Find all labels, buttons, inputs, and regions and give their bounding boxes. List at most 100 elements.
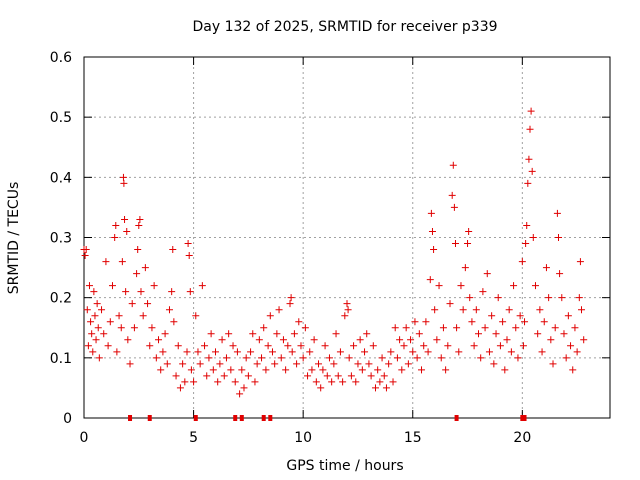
data-point [382,384,390,392]
data-point [236,390,244,398]
gap-marker [239,415,244,421]
data-point [186,288,194,296]
data-point [475,330,482,338]
data-point [295,318,303,326]
gap-marker [147,415,152,421]
data-point [227,366,235,374]
data-point [279,336,287,344]
data-point [571,324,579,332]
data-point [448,191,456,199]
data-point [468,318,476,326]
data-point [428,227,436,235]
data-point [251,378,259,386]
data-point [485,348,493,356]
data-point [275,306,283,314]
gap-marker [128,415,133,421]
data-point [115,312,123,320]
data-point [203,372,211,380]
data-point [181,378,189,386]
x-tick-label: 15 [404,430,422,446]
data-point [422,318,430,326]
data-point [444,342,452,350]
data-point [330,360,338,368]
data-point [402,324,410,332]
data-point [121,215,129,223]
data-point [244,372,252,380]
data-point [106,318,114,326]
data-point [284,342,292,350]
data-point [339,378,347,386]
data-point [385,360,393,368]
data-point [90,288,98,296]
data-point [461,264,469,272]
data-point [556,270,564,278]
data-point [225,330,233,338]
data-point [82,246,90,254]
data-point [92,336,100,344]
y-axis-title: SRMTID / TECUs [6,182,22,295]
data-point [187,366,195,374]
data-point [374,366,382,374]
data-point [492,330,500,338]
data-point [169,246,177,254]
data-point [505,306,513,314]
data-point [435,282,443,290]
data-point [95,354,103,362]
data-point [499,318,507,326]
data-point [411,318,419,326]
data-point [258,354,266,362]
x-tick-label: 5 [189,430,198,446]
gap-marker [520,415,525,421]
data-point [503,336,511,344]
data-point [218,336,226,344]
data-point [88,330,96,338]
data-point [196,360,204,368]
data-point [415,330,423,338]
data-point [363,330,371,338]
data-point [317,384,325,392]
data-point [148,324,156,332]
data-point [323,372,331,380]
data-point [271,360,279,368]
data-point [526,125,534,133]
data-point [501,366,509,374]
data-point [433,336,441,344]
gap-marker [522,415,527,421]
data-point [400,342,408,350]
y-tick-label: 0.1 [50,351,72,367]
x-tick-label: 20 [513,430,531,446]
data-point [249,330,257,338]
data-point [334,372,342,380]
data-point [282,366,290,374]
data-point [85,282,93,290]
data-point [255,336,263,344]
data-point [371,384,379,392]
data-point [350,342,358,350]
data-point [112,221,120,229]
x-tick-label: 10 [294,430,312,446]
data-point [531,282,539,290]
data-point [233,348,241,356]
gap-marker [261,415,266,421]
data-point [510,282,518,290]
data-point [439,324,447,332]
data-point [560,330,568,338]
data-point [528,167,536,175]
data-point [198,282,206,290]
data-point [553,209,561,217]
data-point [551,324,559,332]
data-point [207,330,215,338]
data-point [527,107,535,115]
data-point [266,312,274,320]
data-point [523,221,531,229]
data-point [91,312,99,320]
data-point [512,324,520,332]
data-point [490,360,498,368]
data-point [567,342,575,350]
data-point [277,354,285,362]
data-point [367,372,375,380]
data-point [465,227,473,235]
data-point [361,348,369,356]
data-point [117,324,125,332]
